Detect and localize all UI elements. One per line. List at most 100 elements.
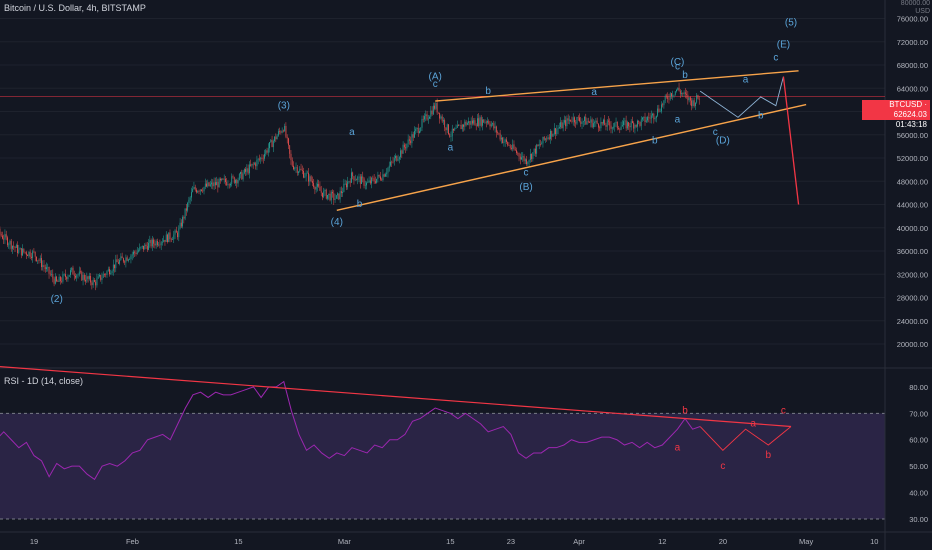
candle-body <box>250 164 252 166</box>
candle-body <box>342 191 344 194</box>
candle-body <box>356 179 357 181</box>
candle-body <box>368 180 370 183</box>
price-tick-label: 40000.00 <box>897 224 928 233</box>
candle-body <box>662 104 664 106</box>
rsi-line <box>0 380 701 481</box>
candle-body <box>85 279 86 282</box>
candle-body <box>521 157 522 160</box>
candle-body <box>692 100 694 107</box>
candle-body <box>120 256 122 261</box>
candle-body <box>185 208 187 211</box>
candle-body <box>459 124 461 126</box>
candle-body <box>614 123 616 127</box>
candle-body <box>318 183 320 187</box>
bar-countdown: 01:43:18 <box>895 120 927 129</box>
candle-body <box>68 274 70 277</box>
candle-body <box>124 261 126 263</box>
candle-body <box>658 108 660 112</box>
candle-body <box>563 120 565 123</box>
candle-body <box>652 113 653 116</box>
candle-body <box>348 181 350 182</box>
candle-body <box>644 116 646 123</box>
candle-body <box>444 120 446 128</box>
candle-body <box>301 169 303 172</box>
candle-body <box>135 252 137 255</box>
candle-body <box>169 232 171 240</box>
candle-body <box>276 135 278 140</box>
candle-body <box>479 117 481 126</box>
candle-body <box>401 150 403 154</box>
candle-body <box>39 258 41 261</box>
candle-body <box>606 120 608 127</box>
candle-body <box>451 128 453 137</box>
candle-body <box>196 189 197 193</box>
candle-body <box>131 254 133 256</box>
candle-body <box>32 251 34 258</box>
candle-body <box>337 193 338 196</box>
candle-body <box>52 274 54 279</box>
candle-body <box>189 197 191 200</box>
candle-body <box>165 234 167 242</box>
candle-body <box>396 155 398 161</box>
candle-body <box>586 121 588 125</box>
candle-body <box>183 217 185 219</box>
candle-body <box>121 256 123 259</box>
candle-body <box>173 234 175 240</box>
candle-body <box>592 123 594 128</box>
candle-body <box>430 110 432 117</box>
candle-body <box>412 134 414 138</box>
candle-body <box>10 240 12 249</box>
candle-body <box>78 271 80 275</box>
candle-body <box>461 124 463 130</box>
candle-body <box>589 121 590 123</box>
candle-body <box>468 121 470 123</box>
candle-body <box>676 89 677 92</box>
candle-body <box>497 132 498 134</box>
price-tick-label: 72000.00 <box>897 38 928 47</box>
currency-top-tick: 80000.00 <box>900 0 930 7</box>
candle-body <box>96 278 98 286</box>
candle-body <box>397 159 399 161</box>
candle-body <box>71 267 73 271</box>
price-tick-label: 24000.00 <box>897 317 928 326</box>
candle-body <box>511 147 512 149</box>
candle-body <box>566 118 568 127</box>
wave-label: (A) <box>429 72 442 83</box>
candle-body <box>117 262 119 264</box>
candle-body <box>343 183 345 192</box>
candle-body <box>475 125 477 127</box>
candle-body <box>293 165 294 170</box>
candle-body <box>327 195 328 199</box>
candle-body <box>464 121 466 127</box>
candle-body <box>80 271 81 273</box>
candle-body <box>403 144 405 148</box>
candle-body <box>431 110 433 115</box>
candle-body <box>508 145 510 146</box>
candle-body <box>414 131 415 138</box>
candle-body <box>111 271 113 274</box>
candle-body <box>437 112 439 114</box>
candle-body <box>376 178 378 183</box>
candle-body <box>516 150 517 153</box>
candle-body <box>448 124 449 135</box>
candle-body <box>465 121 467 125</box>
candle-body <box>649 117 651 119</box>
candle-body <box>159 244 161 246</box>
candle-body <box>322 192 323 198</box>
candle-body <box>371 177 372 184</box>
candle-body <box>565 120 567 127</box>
candle-body <box>659 111 661 113</box>
candle-body <box>42 265 44 268</box>
candle-body <box>509 145 511 148</box>
candle-body <box>298 171 299 173</box>
candle-body <box>41 258 42 268</box>
candle-body <box>257 158 259 160</box>
lower-trendline <box>336 103 807 211</box>
candle-body <box>266 150 268 153</box>
candle-body <box>542 136 544 144</box>
candle-body <box>67 276 69 280</box>
candle-body <box>571 121 573 122</box>
candle-body <box>155 241 157 246</box>
